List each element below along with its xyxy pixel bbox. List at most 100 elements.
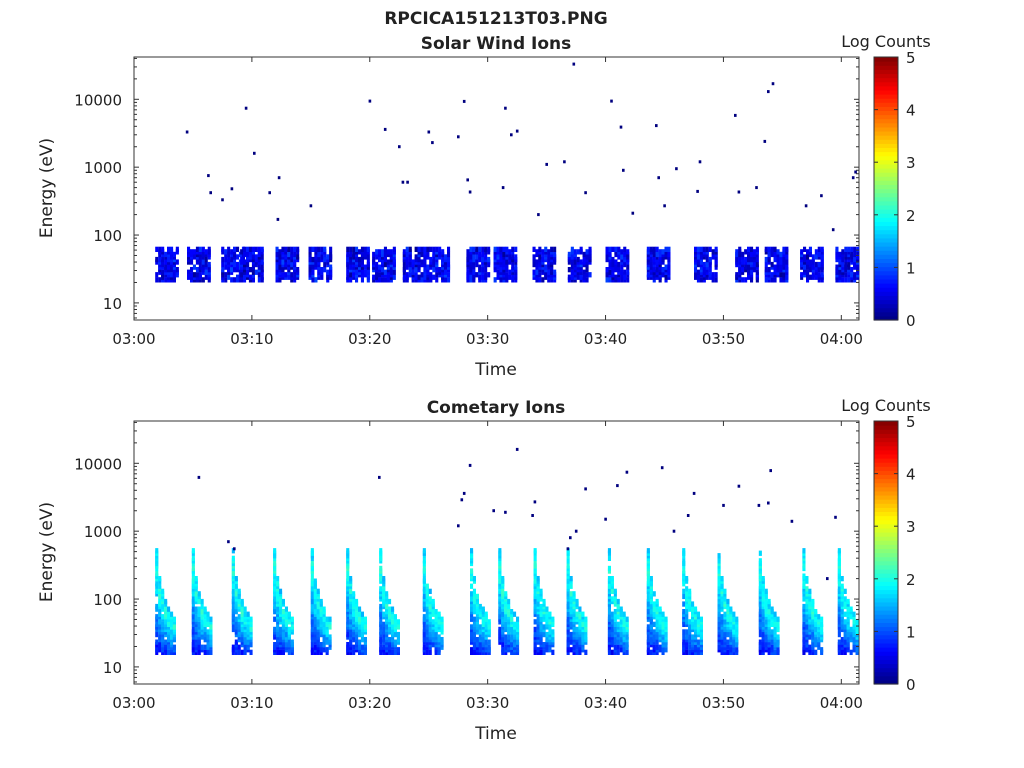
heatmap-cell	[808, 596, 812, 602]
heatmap-cell	[405, 246, 409, 252]
heatmap-cell	[346, 548, 350, 554]
heatmap-cell	[702, 246, 706, 252]
colorbar-segment	[874, 139, 898, 144]
scatter-point	[790, 519, 794, 523]
heatmap-cell	[447, 261, 451, 268]
heatmap-cell	[548, 611, 552, 617]
cometary-ytick-label: 100	[93, 591, 122, 609]
heatmap-cell	[408, 272, 412, 278]
heatmap-cell	[504, 644, 508, 650]
heatmap-cell	[504, 591, 508, 597]
heatmap-cell	[616, 639, 620, 645]
heatmap-cell	[320, 267, 324, 273]
heatmap-cell	[383, 269, 387, 275]
heatmap-cell	[578, 639, 582, 645]
heatmap-cell	[843, 596, 847, 602]
heatmap-cell	[625, 634, 629, 640]
heatmap-cell	[437, 634, 441, 640]
heatmap-cell	[246, 269, 250, 275]
heatmap-cell	[290, 261, 294, 268]
colorbar-segment	[874, 233, 898, 239]
heatmap-cell	[652, 591, 656, 597]
heatmap-cell	[729, 606, 733, 612]
heatmap-cell	[652, 246, 656, 252]
heatmap-cell	[853, 256, 857, 263]
heatmap-cell	[484, 624, 488, 630]
heatmap-cell	[378, 272, 382, 278]
heatmap-cell	[278, 277, 282, 283]
solar-wind-heatmap	[155, 62, 860, 283]
heatmap-cell	[856, 254, 860, 260]
heatmap-cell	[811, 259, 815, 265]
heatmap-cell	[853, 272, 857, 278]
heatmap-cell	[570, 246, 574, 252]
colorbar-segment	[874, 311, 898, 317]
heatmap-cell	[313, 578, 317, 584]
solar-wind-xtick-label: 03:10	[230, 330, 273, 348]
heatmap-cell	[323, 246, 327, 252]
heatmap-cell	[767, 246, 771, 252]
scatter-point	[185, 130, 189, 134]
heatmap-cell	[682, 568, 686, 574]
heatmap-cell	[533, 560, 537, 567]
heatmap-cell	[164, 598, 168, 605]
heatmap-cell	[761, 596, 765, 602]
heatmap-cell	[501, 611, 505, 617]
heatmap-cell	[363, 264, 367, 270]
heatmap-cell	[273, 548, 277, 554]
heatmap-cell	[287, 642, 291, 648]
heatmap-cell	[682, 629, 686, 635]
solar-wind-xtick-label: 04:00	[820, 330, 863, 348]
heatmap-cell	[243, 259, 247, 265]
heatmap-cell	[617, 267, 621, 273]
heatmap-cell	[379, 586, 383, 592]
heatmap-cell	[696, 611, 700, 617]
heatmap-cell	[820, 629, 824, 635]
heatmap-cell	[230, 277, 234, 283]
heatmap-cell	[203, 619, 207, 625]
heatmap-cell	[432, 259, 436, 265]
heatmap-cell	[811, 264, 815, 270]
scatter-point	[537, 213, 540, 217]
heatmap-cell	[802, 596, 806, 602]
heatmap-cell	[770, 606, 774, 612]
heatmap-cell	[841, 256, 845, 263]
heatmap-cell	[611, 267, 615, 273]
heatmap-cell	[360, 246, 364, 252]
heatmap-cell	[349, 246, 353, 252]
heatmap-cell	[161, 621, 165, 627]
heatmap-cell	[317, 251, 321, 258]
heatmap-cell	[329, 246, 333, 252]
heatmap-cell	[758, 583, 762, 589]
heatmap-cell	[584, 649, 588, 655]
scatter-point	[515, 129, 519, 133]
heatmap-cell	[209, 624, 213, 630]
heatmap-cell	[379, 629, 383, 635]
heatmap-cell	[158, 583, 162, 589]
colorbar-segment	[874, 213, 898, 218]
colorbar-segment	[874, 531, 898, 537]
heatmap-cell	[620, 249, 624, 255]
heatmap-cell	[434, 626, 438, 633]
heatmap-cell	[257, 264, 261, 270]
heatmap-cell	[423, 267, 427, 273]
heatmap-cell	[293, 251, 297, 258]
heatmap-cell	[841, 261, 845, 268]
colorbar-segment	[874, 155, 898, 161]
heatmap-cell	[310, 647, 314, 653]
heatmap-cell	[230, 256, 234, 263]
heatmap-cell	[273, 616, 277, 622]
heatmap-cell	[388, 606, 392, 612]
cometary-colorbar-frame	[873, 420, 899, 685]
heatmap-cell	[311, 256, 315, 263]
heatmap-cell	[694, 606, 698, 612]
colorbar-segment	[874, 250, 898, 255]
heatmap-cell	[605, 277, 609, 283]
heatmap-cell	[785, 246, 789, 252]
heatmap-cell	[855, 624, 859, 630]
heatmap-cell	[349, 264, 353, 270]
heatmap-cell	[613, 621, 617, 627]
heatmap-cell	[432, 251, 436, 258]
heatmap-cell	[652, 606, 656, 612]
heatmap-cell	[720, 576, 724, 582]
